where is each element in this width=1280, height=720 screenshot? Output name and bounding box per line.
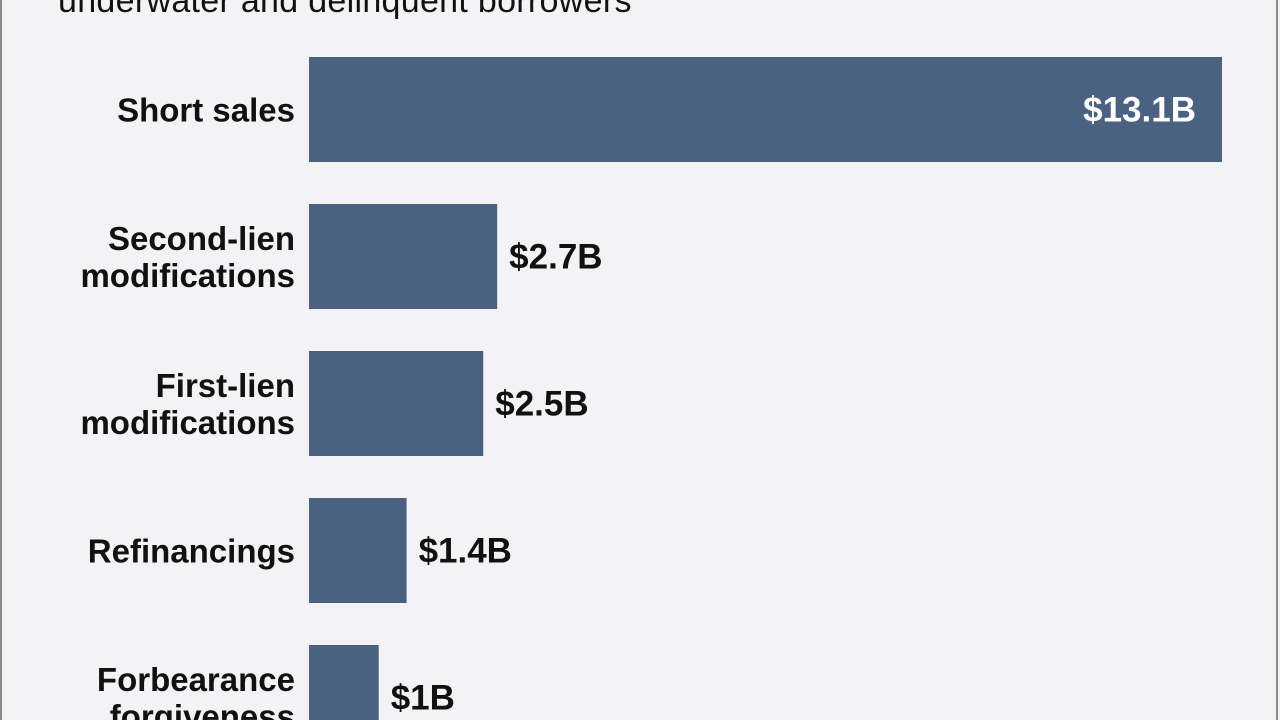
value-label-0: $13.1B <box>1083 91 1196 130</box>
bar-4 <box>309 645 379 720</box>
value-label-4: $1B <box>391 679 455 718</box>
category-label-4: Forbearance forgiveness <box>97 661 295 720</box>
chart-title: underwater and delinquent borrowers <box>58 0 632 20</box>
bar-2 <box>309 351 484 456</box>
category-label-3: Refinancings <box>88 533 295 570</box>
category-label-1: Second-lien modifications <box>80 220 295 294</box>
category-label-0: Short sales <box>117 92 295 129</box>
bar-1 <box>309 204 498 309</box>
value-label-3: $1.4B <box>419 532 512 571</box>
bar-0 <box>309 57 1222 162</box>
value-label-2: $2.5B <box>495 385 588 424</box>
value-label-1: $2.7B <box>509 238 602 277</box>
bar-3 <box>309 498 407 603</box>
category-label-2: First-lien modifications <box>80 367 295 441</box>
